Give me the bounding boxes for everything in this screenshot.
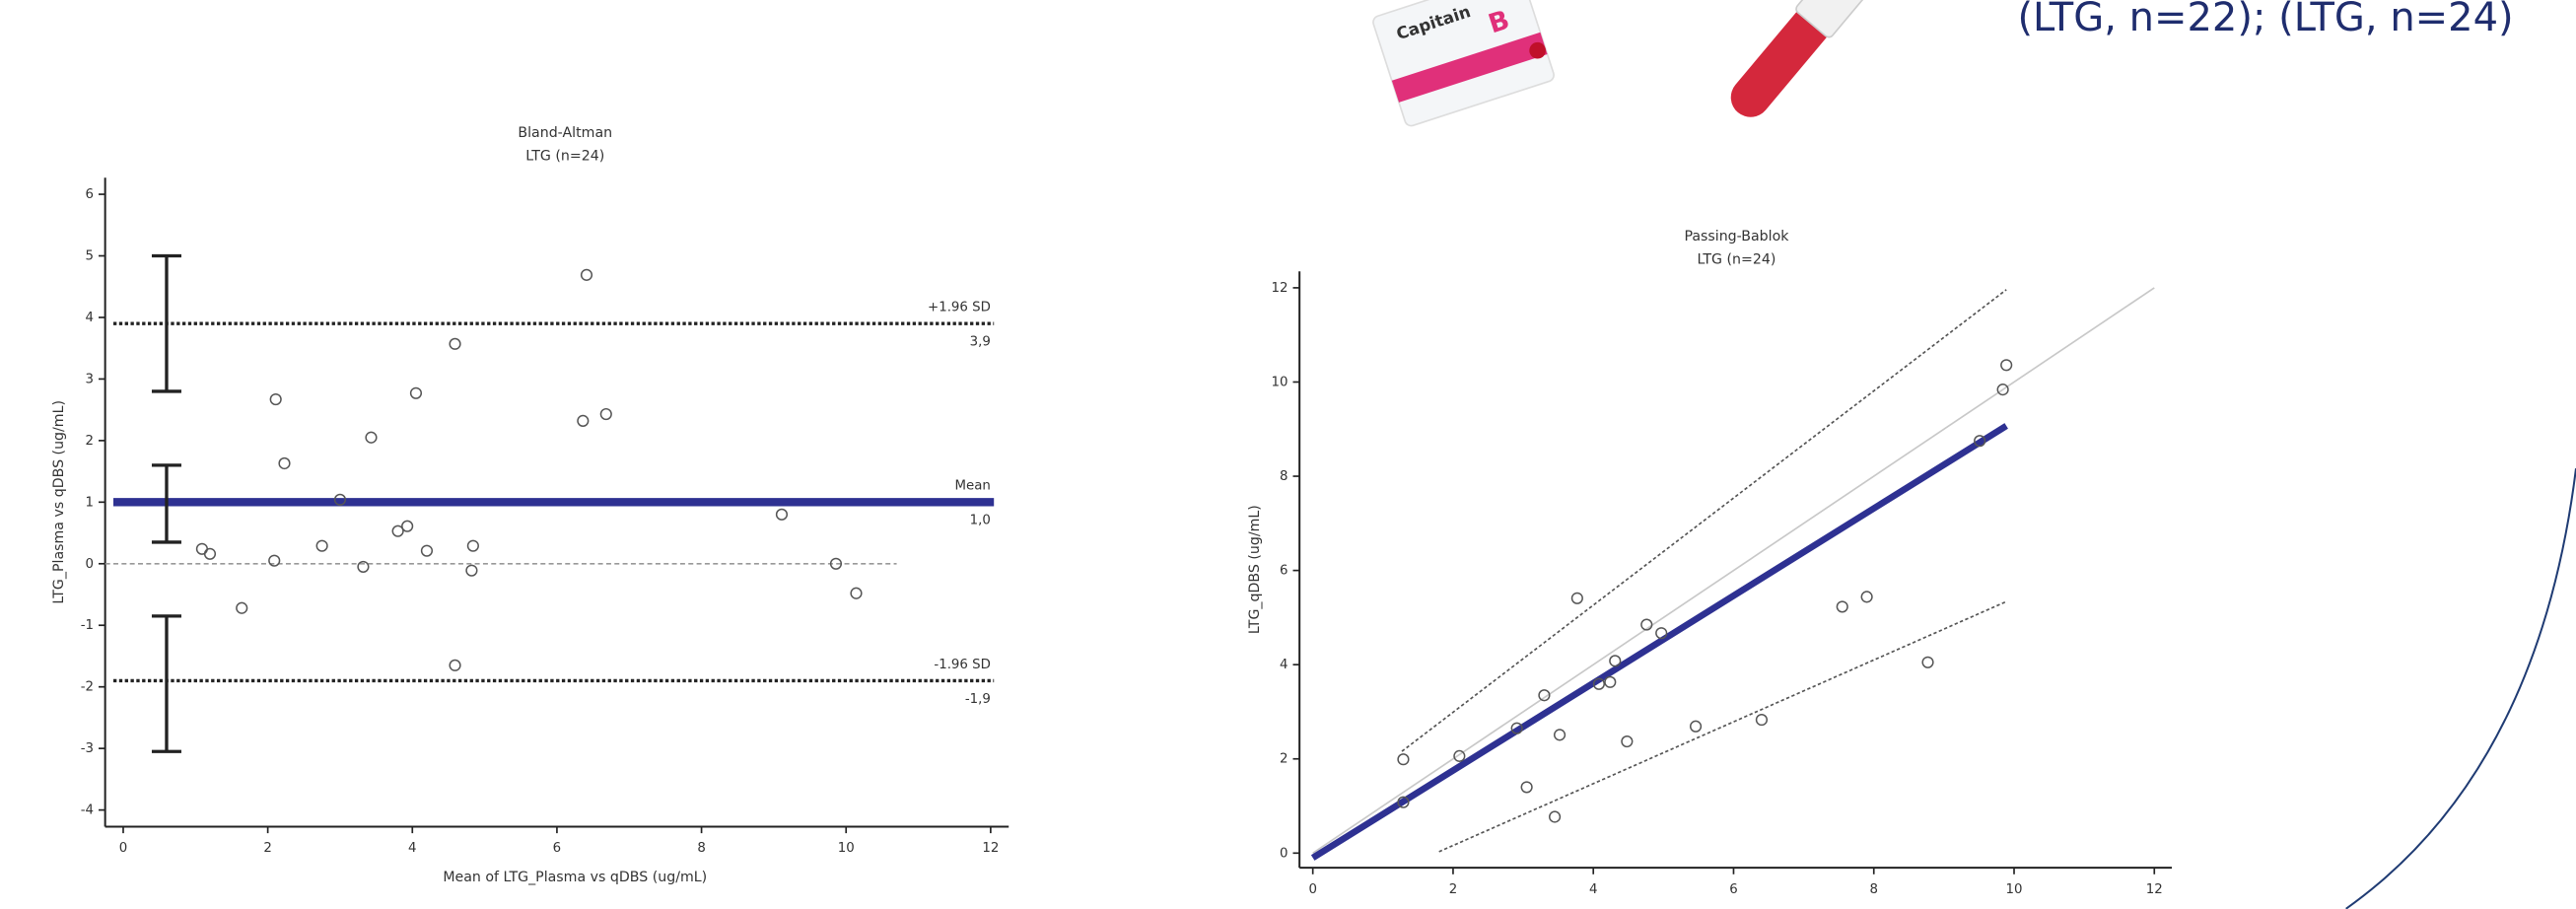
y-tick-label: -2: [81, 680, 94, 695]
data-point: [1605, 677, 1616, 688]
x-tick-label: 8: [697, 841, 705, 856]
y-tick-label: 0: [86, 557, 94, 572]
data-point: [1757, 715, 1768, 726]
chart-title: Bland-Altman: [518, 125, 612, 141]
x-tick-label: 6: [1729, 882, 1737, 897]
y-tick-label: 2: [1280, 752, 1288, 767]
y-tick-label: -4: [81, 804, 94, 818]
reference-value-label: 1,0: [970, 514, 991, 528]
data-point: [366, 432, 377, 443]
data-point: [1861, 592, 1872, 602]
data-point: [1691, 721, 1702, 732]
data-point: [279, 458, 290, 469]
data-point: [1922, 657, 1933, 667]
y-tick-label: 1: [86, 495, 94, 510]
y-tick-label: 2: [86, 434, 94, 449]
y-axis-label: LTG_qDBS (ug/mL): [1247, 505, 1263, 634]
y-tick-label: 6: [1280, 564, 1288, 579]
y-tick-label: 4: [1280, 658, 1288, 672]
data-point: [1622, 736, 1633, 747]
x-tick-label: 10: [838, 841, 855, 856]
data-point: [1398, 754, 1409, 765]
reference-label: Mean: [955, 479, 991, 494]
page: {"header_text": "(LTG, n=22); (LTG, n=24…: [0, 0, 2576, 909]
x-tick-label: 4: [1589, 882, 1597, 897]
x-tick-label: 6: [553, 841, 561, 856]
x-tick-label: 12: [982, 841, 999, 856]
x-tick-label: 4: [408, 841, 416, 856]
x-tick-label: 10: [2006, 882, 2023, 897]
data-point: [205, 548, 216, 559]
data-point: [316, 540, 327, 551]
y-tick-label: 6: [86, 187, 94, 202]
data-point: [468, 540, 479, 551]
y-tick-label: 10: [1272, 375, 1288, 389]
y-tick-label: 0: [1280, 846, 1288, 861]
y-tick-label: 5: [86, 249, 94, 264]
data-point: [2001, 360, 2012, 371]
decor-curve: [2346, 468, 2576, 909]
data-point: [197, 543, 208, 554]
reference-label: +1.96 SD: [928, 301, 991, 315]
data-point: [1610, 656, 1621, 666]
data-point: [450, 338, 460, 349]
fit-line: [1313, 288, 2155, 853]
data-point: [1837, 601, 1847, 612]
data-point: [582, 270, 592, 281]
y-tick-label: -1: [81, 618, 94, 633]
data-point: [450, 660, 460, 670]
reference-label: -1.96 SD: [934, 658, 990, 672]
chart-subtitle: LTG (n=24): [525, 149, 604, 165]
x-tick-label: 2: [263, 841, 271, 856]
data-point: [600, 409, 611, 420]
x-axis-label: Mean of LTG_Plasma vs qDBS (ug/mL): [443, 870, 707, 885]
x-tick-label: 0: [119, 841, 127, 856]
data-point: [1656, 628, 1667, 639]
card-image: Capitain B: [1371, 0, 1556, 127]
x-tick-label: 2: [1449, 882, 1457, 897]
y-tick-label: 12: [1272, 281, 1288, 296]
fit-line: [1313, 426, 2006, 858]
x-tick-label: 0: [1308, 882, 1316, 897]
y-axis-label: LTG_Plasma vs qDBS (ug/mL): [51, 400, 67, 604]
data-point: [1555, 730, 1566, 740]
data-point: [851, 588, 862, 598]
y-tick-label: 4: [86, 311, 94, 325]
data-point: [1550, 811, 1561, 822]
fit-line: [1402, 290, 2006, 751]
reference-value-label: -1,9: [965, 692, 991, 707]
x-tick-label: 12: [2146, 882, 2163, 897]
x-tick-label: 8: [1869, 882, 1877, 897]
data-point: [1454, 751, 1465, 762]
data-point: [411, 387, 422, 398]
y-tick-label: -3: [81, 741, 94, 756]
data-point: [270, 394, 281, 405]
chart-subtitle: LTG (n=24): [1697, 252, 1775, 268]
header-text: (LTG, n=22); (LTG, n=24): [2017, 0, 2513, 40]
data-point: [777, 509, 788, 520]
data-point: [466, 565, 477, 576]
data-point: [402, 521, 413, 531]
data-point: [1572, 593, 1583, 603]
y-tick-label: 3: [86, 372, 94, 386]
chart-title: Passing-Bablok: [1684, 229, 1789, 245]
data-point: [578, 416, 589, 427]
data-point: [237, 602, 247, 613]
y-tick-label: 8: [1280, 469, 1288, 484]
tube-image: [1720, 0, 1872, 127]
data-point: [1521, 782, 1532, 793]
slide: (LTG, n=22); (LTG, n=24) Capitain B Blan…: [0, 0, 2576, 909]
data-point: [422, 545, 433, 556]
reference-value-label: 3,9: [970, 335, 991, 350]
